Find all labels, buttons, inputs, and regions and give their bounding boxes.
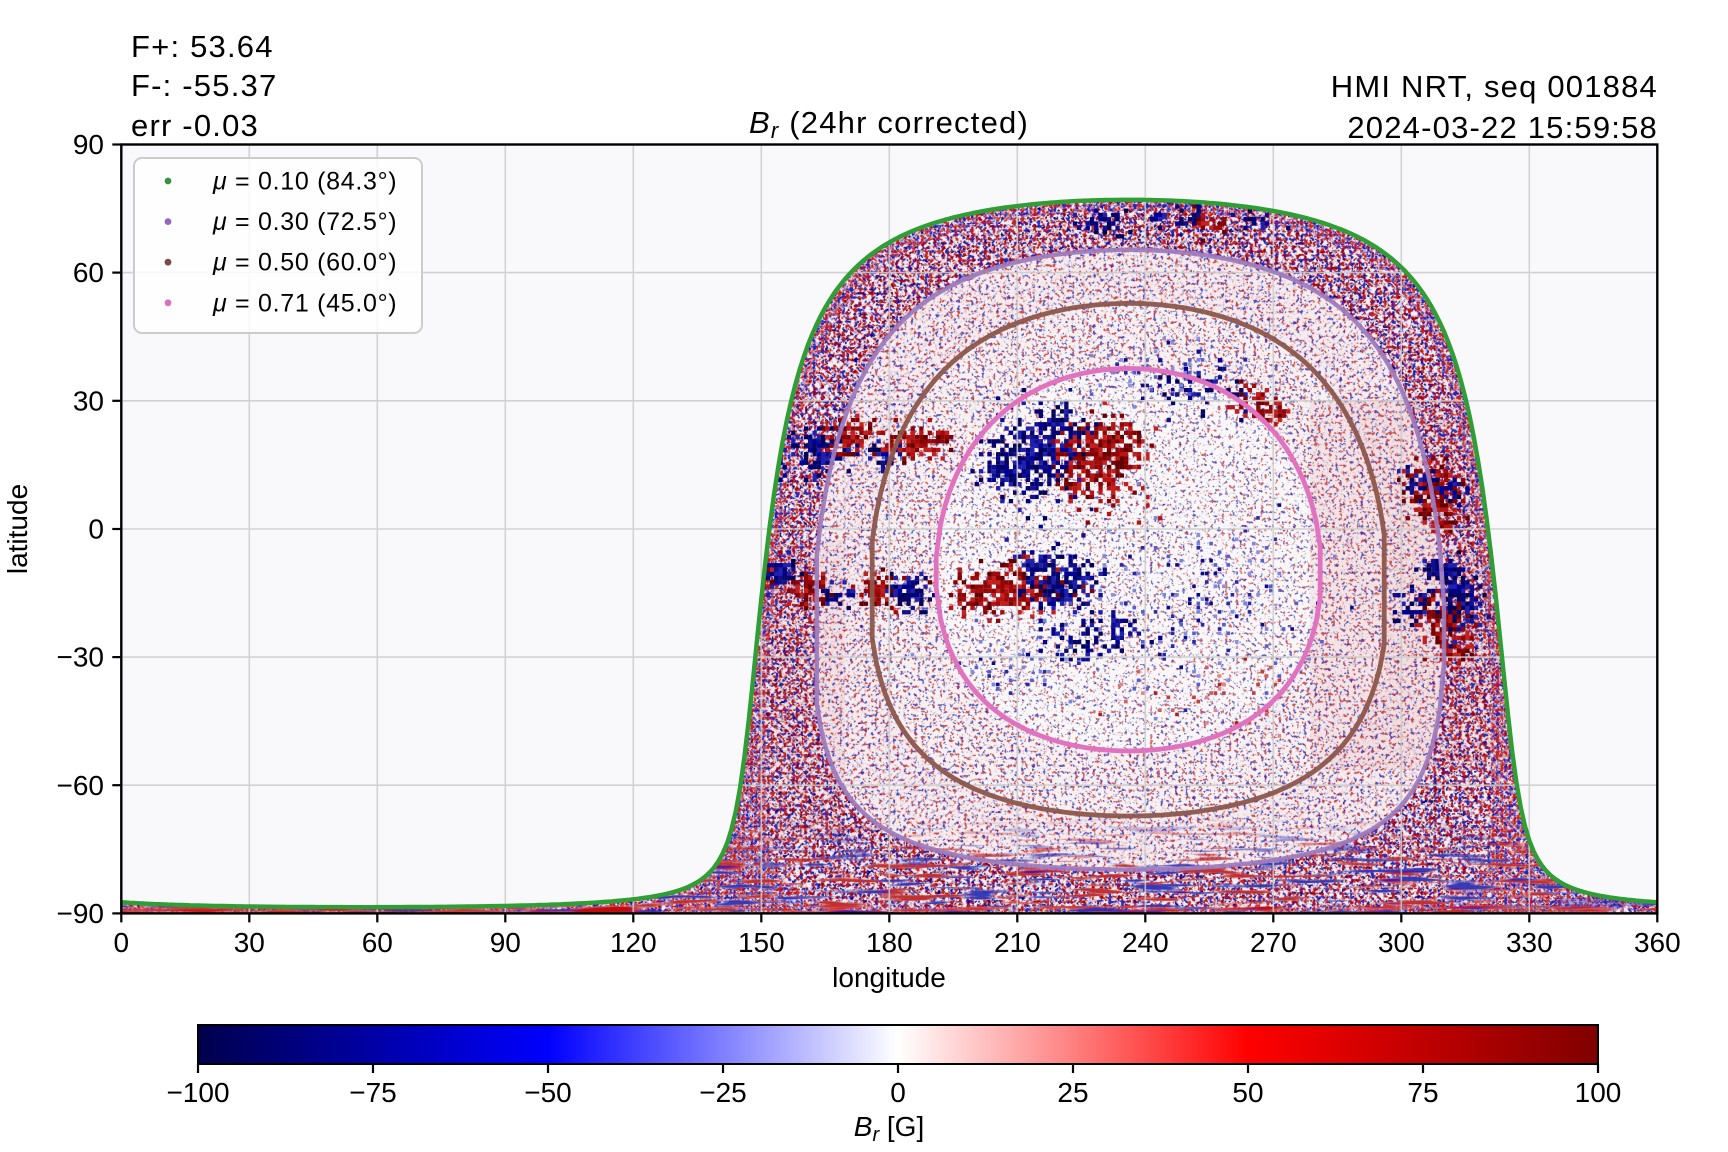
svg-text:120: 120 xyxy=(610,927,657,958)
svg-text:60: 60 xyxy=(73,257,104,288)
svg-text:−25: −25 xyxy=(699,1077,747,1108)
svg-text:μ = 0.50 (60.0°): μ = 0.50 (60.0°) xyxy=(212,249,397,277)
svg-text:360: 360 xyxy=(1634,927,1681,958)
svg-text:F-: -55.37: F-: -55.37 xyxy=(131,68,277,103)
svg-text:270: 270 xyxy=(1250,927,1297,958)
svg-text:75: 75 xyxy=(1407,1077,1438,1108)
svg-text:300: 300 xyxy=(1378,927,1425,958)
svg-text:−90: −90 xyxy=(57,898,105,929)
svg-text:210: 210 xyxy=(994,927,1041,958)
svg-text:−50: −50 xyxy=(524,1077,572,1108)
svg-text:30: 30 xyxy=(73,385,104,416)
svg-text:longitude: longitude xyxy=(832,962,946,993)
svg-text:90: 90 xyxy=(490,927,521,958)
svg-text:HMI NRT, seq 001884: HMI NRT, seq 001884 xyxy=(1331,69,1658,104)
svg-text:180: 180 xyxy=(866,927,913,958)
svg-text:25: 25 xyxy=(1057,1077,1088,1108)
svg-text:F+: 53.64: F+: 53.64 xyxy=(131,29,274,64)
svg-text:μ = 0.30 (72.5°): μ = 0.30 (72.5°) xyxy=(212,208,397,236)
svg-text:0: 0 xyxy=(114,927,130,958)
svg-text:−30: −30 xyxy=(57,642,105,673)
svg-text:Br (24hr corrected): Br (24hr corrected) xyxy=(749,105,1029,143)
svg-text:90: 90 xyxy=(73,129,104,160)
svg-text:240: 240 xyxy=(1122,927,1169,958)
svg-text:Br [G]: Br [G] xyxy=(854,1111,924,1146)
svg-text:μ = 0.71 (45.0°): μ = 0.71 (45.0°) xyxy=(212,289,397,317)
svg-text:−75: −75 xyxy=(349,1077,397,1108)
svg-text:30: 30 xyxy=(234,927,265,958)
svg-text:2024-03-22 15:59:58: 2024-03-22 15:59:58 xyxy=(1347,110,1658,145)
svg-text:latitude: latitude xyxy=(2,484,33,574)
svg-text:100: 100 xyxy=(1575,1077,1622,1108)
svg-text:150: 150 xyxy=(738,927,785,958)
svg-text:0: 0 xyxy=(88,514,104,545)
svg-text:−60: −60 xyxy=(57,770,105,801)
svg-text:−100: −100 xyxy=(166,1077,229,1108)
svg-text:err -0.03: err -0.03 xyxy=(131,108,259,143)
svg-text:μ = 0.10 (84.3°): μ = 0.10 (84.3°) xyxy=(212,168,397,196)
svg-text:0: 0 xyxy=(890,1077,906,1108)
svg-text:60: 60 xyxy=(362,927,393,958)
svg-text:50: 50 xyxy=(1232,1077,1263,1108)
svg-text:330: 330 xyxy=(1506,927,1553,958)
